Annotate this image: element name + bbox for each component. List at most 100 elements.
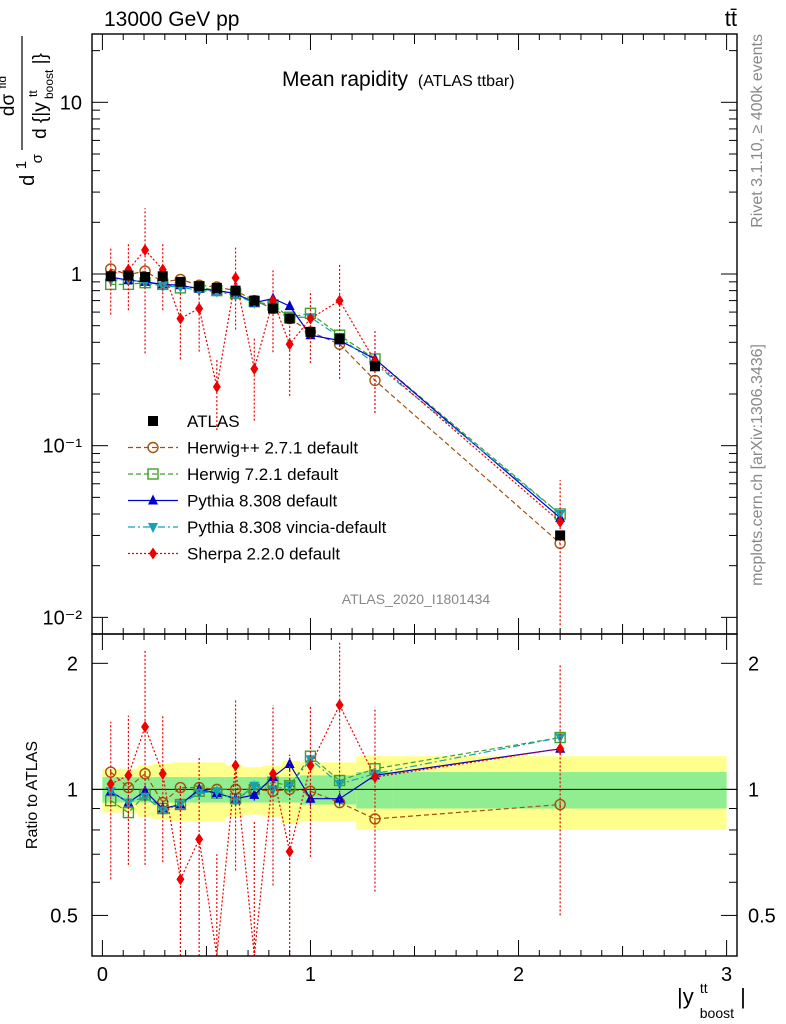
main-y-tick-label: 10 bbox=[60, 92, 82, 114]
legend-entry-1: Herwig++ 2.7.1 default bbox=[128, 439, 358, 458]
ratio-point bbox=[211, 787, 222, 798]
ratio-point bbox=[195, 833, 204, 846]
legend-entry-2: Herwig 7.2.1 default bbox=[128, 465, 338, 484]
legend-entry-3: Pythia 8.308 default bbox=[128, 492, 338, 511]
svg-text:d {|y tt boost: d {|y tt boost |} bbox=[21, 53, 58, 139]
series-2 bbox=[105, 271, 566, 815]
xlabel-sup: tt bbox=[700, 980, 708, 996]
main-point bbox=[555, 510, 566, 520]
ratio-point bbox=[175, 800, 186, 811]
data-point bbox=[334, 333, 345, 344]
rivet-version-label: Rivet 3.1.10, ≥ 400k events bbox=[749, 34, 766, 228]
main-y-axis-label: d 1 σ dσ fid d {|y tt boost |} bbox=[0, 36, 58, 186]
header-right: tt̄ bbox=[725, 6, 737, 31]
ylabel-d1: d bbox=[17, 175, 39, 186]
data-point bbox=[305, 326, 316, 337]
data-point bbox=[211, 282, 222, 293]
data-point bbox=[194, 281, 205, 292]
xlabel-sub: boost bbox=[700, 1005, 734, 1021]
ratio-point bbox=[335, 699, 344, 712]
main-y-tick-label: 1 bbox=[71, 264, 82, 286]
ratio-point bbox=[140, 792, 151, 803]
ratio-y-tick-label-right: 0.5 bbox=[748, 905, 776, 927]
series-layer bbox=[105, 208, 566, 957]
ratio-point bbox=[174, 781, 187, 794]
ylabel-frac2-num: dσ bbox=[0, 94, 19, 117]
main-point bbox=[284, 300, 295, 311]
mcplots-url-label: mcplots.cern.ch [arXiv:1306.3436] bbox=[749, 344, 766, 586]
ratio-point bbox=[124, 769, 133, 782]
ratio-point bbox=[141, 720, 150, 733]
ratio-point bbox=[556, 742, 565, 755]
header-left: 13000 GeV pp bbox=[104, 8, 239, 31]
ratio-series-line bbox=[110, 771, 561, 820]
ratio-y-tick-label: 0.5 bbox=[50, 905, 78, 927]
ratio-series-line bbox=[110, 703, 561, 957]
main-point bbox=[212, 380, 221, 393]
legend-marker bbox=[148, 523, 158, 533]
data-point bbox=[369, 361, 380, 372]
x-tick-label: 2 bbox=[513, 964, 524, 986]
svg-text:d 1 σ: d 1 σ bbox=[9, 153, 46, 186]
x-tick-label: 1 bbox=[305, 964, 316, 986]
xlabel-end: | bbox=[740, 984, 746, 1009]
legend-entry-4: Pythia 8.308 vincia-default bbox=[128, 518, 387, 537]
svg-text:dσ fid: dσ fid bbox=[0, 76, 19, 116]
main-point bbox=[157, 282, 168, 293]
chart-subtitle: (ATLAS ttbar) bbox=[418, 73, 515, 90]
legend-marker bbox=[149, 547, 157, 560]
data-point bbox=[249, 295, 260, 306]
svg-text:|y tt boost: |y tt boost | bbox=[677, 973, 746, 1023]
main-point bbox=[250, 362, 259, 375]
main-point bbox=[141, 243, 150, 256]
legend-label: ATLAS bbox=[187, 412, 240, 431]
ratio-y-tick-label: 2 bbox=[67, 653, 78, 675]
xlabel-base: |y bbox=[677, 984, 694, 1009]
data-point bbox=[123, 270, 134, 281]
main-point bbox=[306, 312, 315, 325]
legend: ATLAS Herwig++ 2.7.1 default Herwig 7.2.1 … bbox=[128, 412, 387, 564]
main-point bbox=[176, 312, 185, 325]
x-tick-label: 0 bbox=[97, 964, 108, 986]
data-point bbox=[268, 303, 279, 314]
legend-entry-5: Sherpa 2.2.0 default bbox=[128, 545, 340, 564]
ratio-y-tick-label-right: 1 bbox=[748, 779, 759, 801]
ratio-point bbox=[249, 781, 260, 792]
data-point bbox=[555, 530, 566, 541]
ylabel-frac1-num: 1 bbox=[13, 161, 30, 169]
ratio-point bbox=[334, 792, 345, 803]
ratio-point bbox=[157, 806, 168, 817]
ratio-point bbox=[334, 779, 345, 790]
ratio-point bbox=[268, 785, 279, 796]
data-point bbox=[230, 285, 241, 296]
ratio-point bbox=[306, 759, 315, 772]
legend-label: Pythia 8.308 default bbox=[187, 492, 338, 511]
main-point bbox=[556, 515, 565, 528]
chart-title: Mean rapidity bbox=[282, 68, 409, 91]
ratio-point bbox=[106, 777, 115, 790]
analysis-id-label: ATLAS_2020_I1801434 bbox=[342, 591, 491, 607]
legend-label: Herwig++ 2.7.1 default bbox=[187, 439, 358, 458]
main-series-line bbox=[110, 249, 561, 523]
main-y-tick-label: 10⁻¹ bbox=[43, 436, 83, 458]
data-point bbox=[140, 272, 151, 283]
legend-entry-0: ATLAS bbox=[148, 412, 240, 431]
ratio-point bbox=[105, 787, 116, 798]
data-point bbox=[175, 276, 186, 287]
legend-label: Pythia 8.308 vincia-default bbox=[187, 518, 387, 537]
x-tick-label: 3 bbox=[721, 964, 732, 986]
ratio-y-axis-label: Ratio to ATLAS bbox=[24, 741, 41, 849]
ratio-point bbox=[140, 785, 151, 796]
x-axis-label: |y tt boost | bbox=[677, 973, 746, 1023]
axes-layer: 0 1 2 3 10 1 10⁻¹ 10⁻² 2 1 0.5 2 1 0.5 bbox=[43, 33, 776, 986]
svg-text:Mean rapidity (ATLAS ttbar: Mean rapidity (ATLAS ttbar) bbox=[282, 68, 515, 91]
ratio-point bbox=[231, 759, 240, 772]
legend-marker bbox=[148, 416, 158, 426]
main-y-tick-label: 10⁻² bbox=[43, 607, 83, 629]
series-4 bbox=[106, 208, 565, 957]
ylabel-frac2-den-sup: tt bbox=[26, 90, 40, 97]
ratio-point bbox=[370, 771, 379, 784]
legend-marker bbox=[147, 468, 159, 480]
ylabel-frac1-den: σ bbox=[29, 153, 46, 163]
